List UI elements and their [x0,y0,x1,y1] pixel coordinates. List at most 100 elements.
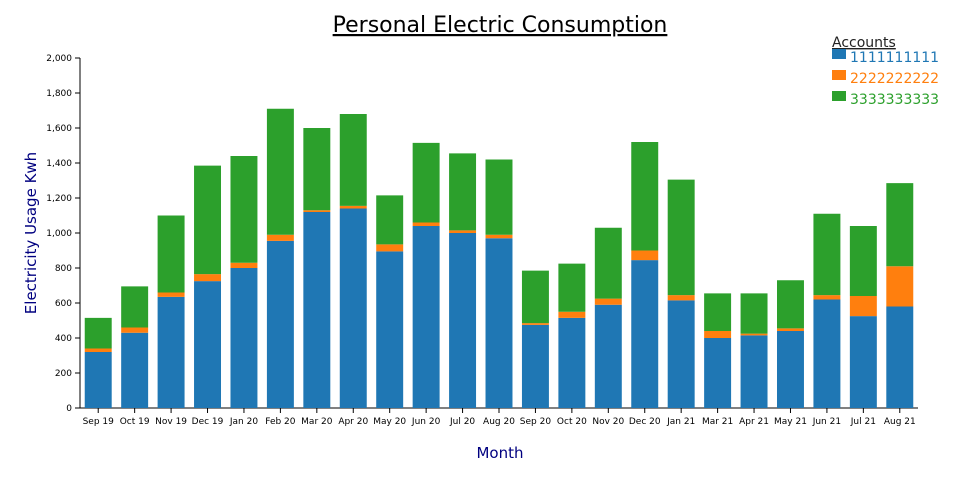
x-tick-label: Apr 20 [338,417,368,427]
x-tick-label: Aug 20 [483,417,515,427]
bar-segment-series-3 [84,317,112,349]
x-tick-label: Oct 19 [120,417,150,427]
bar-segment-series-2 [521,323,549,325]
bar-segment-series-3 [303,128,331,211]
y-axis: 0 200 400 600 800 1,000 1,200 1,400 1,600 1,800 2,… [46,54,81,414]
x-tick-label: Mar 20 [301,417,333,427]
bar-segment-series-2 [449,230,477,233]
bar-segment-series-2 [558,311,586,318]
y-tick-label: 1,800 [46,89,72,99]
x-tick-label: Mar 21 [702,417,733,427]
bars-group [84,108,914,408]
legend-swatch [832,49,846,59]
bar-segment-series-2 [485,234,513,239]
legend-swatch [832,91,846,101]
chart-title: Personal Electric Consumption [333,13,668,38]
x-tick-label: Jan 20 [229,417,258,427]
bar-segment-series-2 [339,205,367,209]
bar-segment-series-1 [886,306,914,408]
x-tick-label: Dec 20 [629,417,661,427]
bar-segment-series-3 [594,227,622,299]
x-tick-label: May 20 [373,417,406,427]
y-tick-label: 600 [55,299,72,309]
bar-segment-series-3 [558,263,586,312]
bar-segment-series-2 [121,327,149,333]
bar-segment-series-3 [194,165,222,275]
legend-entry: 2222222222 [850,71,939,87]
bar-segment-series-2 [230,262,258,268]
bar-segment-series-2 [376,244,404,252]
bar-segment-series-1 [84,352,112,408]
bar-segment-series-2 [704,331,732,338]
bar-segment-series-1 [849,316,877,408]
bar-segment-series-3 [631,142,659,251]
bar-segment-series-1 [704,338,732,408]
bar-segment-series-3 [849,226,877,296]
bar-segment-series-2 [776,328,804,331]
y-tick-label: 2,000 [46,54,72,64]
x-tick-label: Oct 20 [557,417,587,427]
x-tick-label: Dec 19 [192,417,224,427]
bar-segment-series-3 [886,183,914,267]
bar-segment-series-1 [485,238,513,408]
bar-segment-series-2 [631,250,659,261]
x-tick-label: Jun 21 [812,417,841,427]
bar-segment-series-1 [776,331,804,408]
x-tick-label: Aug 21 [884,417,916,427]
x-axis-label: Month [476,444,523,462]
y-tick-label: 1,000 [46,229,72,239]
bar-segment-series-1 [376,251,404,408]
x-tick-label: Nov 20 [592,417,624,427]
bar-segment-series-1 [266,240,294,408]
y-tick-label: 1,400 [46,159,72,169]
x-axis: Sep 19 Oct 19 Nov 19 Dec 19 Jan 20 Feb 20 Mar … [80,407,918,427]
y-tick-label: 1,600 [46,124,72,134]
y-tick-label: 1,200 [46,194,72,204]
y-tick-label: 200 [55,369,72,379]
bar-segment-series-3 [740,293,768,334]
bar-segment-series-3 [485,159,513,235]
bar-segment-series-2 [594,298,622,305]
bar-segment-series-2 [740,333,768,336]
x-tick-label: Jul 20 [449,417,475,427]
x-tick-label: Sep 19 [83,417,115,427]
bar-segment-series-3 [704,293,732,331]
bar-segment-series-1 [230,268,258,408]
bar-segment-series-3 [376,195,404,245]
x-tick-label: Jun 20 [411,417,441,427]
x-tick-label: Jan 21 [666,417,695,427]
bar-segment-series-3 [776,280,804,329]
y-axis-label: Electricity Usage Kwh [22,152,40,314]
bar-segment-series-2 [849,296,877,317]
legend-entry: 3333333333 [850,92,939,108]
bar-segment-series-3 [667,179,695,296]
bar-segment-series-3 [230,156,258,263]
bar-segment-series-1 [157,296,185,408]
bar-segment-series-3 [121,286,149,328]
bar-segment-series-3 [449,153,477,231]
bar-segment-series-3 [157,215,185,293]
bar-segment-series-1 [412,226,440,408]
bar-segment-series-2 [303,210,331,212]
bar-segment-series-1 [449,233,477,408]
bar-segment-series-1 [303,212,331,408]
legend-swatch [832,70,846,80]
x-tick-label: Jul 21 [850,417,876,427]
y-tick-label: 0 [66,404,72,414]
bar-segment-series-2 [194,274,222,282]
bar-segment-series-3 [521,270,549,324]
legend-entry: 1111111111 [850,50,939,66]
x-tick-label: Apr 21 [739,417,769,427]
bar-segment-series-1 [339,208,367,408]
bar-segment-series-1 [594,304,622,408]
bar-segment-series-3 [339,114,367,206]
bar-segment-series-3 [266,108,294,235]
bar-segment-series-1 [631,260,659,408]
x-tick-label: May 21 [774,417,807,427]
x-tick-label: Sep 20 [520,417,552,427]
bar-segment-series-2 [157,292,185,297]
bar-segment-series-1 [667,300,695,408]
legend: Accounts 1111111111 2222222222 3333333333 [832,35,939,108]
bar-segment-series-2 [84,348,112,352]
